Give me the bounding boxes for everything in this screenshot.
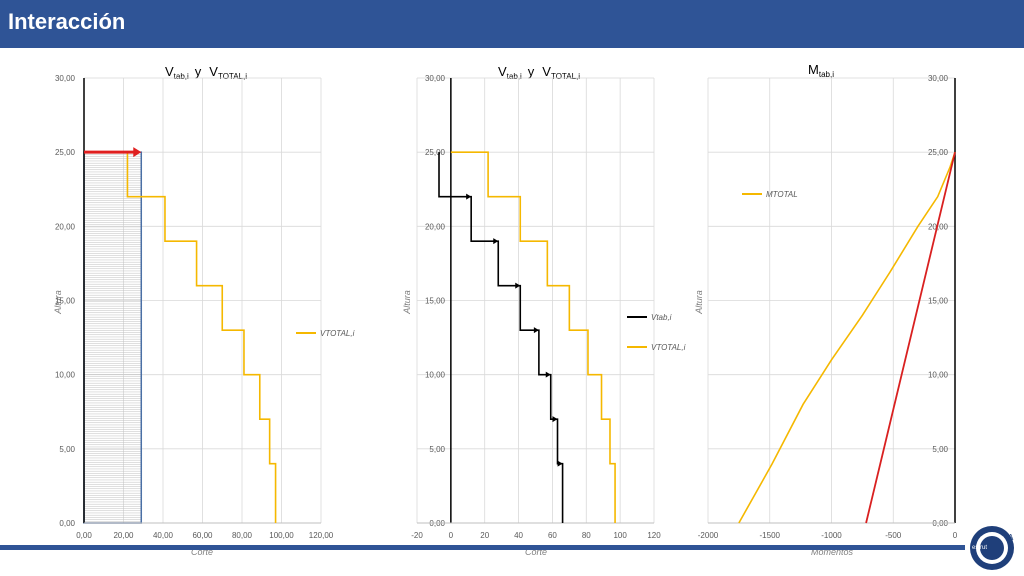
logo-text: estrut (972, 545, 987, 551)
series-line (438, 152, 564, 523)
x-tick-label: 100,00 (269, 531, 294, 540)
y-tick-label: 15,00 (55, 297, 76, 306)
y-axis-label: Altura (694, 290, 704, 315)
block-outline (83, 151, 143, 524)
title-v1: V (165, 64, 174, 79)
series-line (450, 151, 616, 523)
step-arrowhead (515, 282, 521, 289)
y-tick-label: 5,00 (932, 445, 948, 454)
chart-title: Vtab,i y VTOTAL,i (498, 64, 580, 81)
x-tick-label: -1000 (821, 531, 842, 540)
y-tick-label: 10,00 (425, 371, 446, 380)
x-tick-label: -1500 (760, 531, 781, 540)
title-sub1: tab,i (819, 70, 834, 79)
y-tick-label: 20,00 (928, 222, 949, 231)
y-tick-label: 25,00 (55, 148, 76, 157)
company-logo: estrut A (970, 526, 1014, 570)
series-line (865, 151, 956, 524)
x-tick-label: 80 (582, 531, 591, 540)
x-axis-label: Corte (191, 547, 213, 557)
x-tick-label: 40,00 (153, 531, 174, 540)
x-tick-label: 0,00 (76, 531, 92, 540)
y-tick-label: 30,00 (425, 74, 446, 83)
title-v2: V (542, 64, 551, 79)
y-tick-label: 0,00 (59, 519, 75, 528)
legend-label: VTOTAL,i (651, 343, 686, 352)
y-tick-label: 10,00 (928, 371, 949, 380)
x-tick-label: -2000 (698, 531, 719, 540)
hatched-block (83, 151, 143, 524)
x-tick-label: 40 (514, 531, 523, 540)
footer-bar (0, 545, 965, 550)
chart-vtab-vtotal: Vtab,i y VTOTAL,i Altura Corte -20 0 20 40 60 8… (402, 64, 686, 557)
x-tick-label: 60,00 (192, 531, 213, 540)
x-tick-label: 80,00 (232, 531, 253, 540)
legend-label: Vtab,i (651, 313, 672, 322)
y-tick-label: 5,00 (59, 445, 75, 454)
y-axis-label: Altura (402, 290, 412, 315)
x-tick-label: 20 (480, 531, 489, 540)
step-arrowhead (493, 238, 499, 245)
y-tick-label: 15,00 (425, 297, 446, 306)
legend-label: VTOTAL,i (320, 329, 355, 338)
step-arrowhead (557, 460, 563, 467)
title-sub2: TOTAL,i (551, 72, 580, 81)
title-y: y (195, 64, 202, 79)
x-tick-label: 60 (548, 531, 557, 540)
chart-vtotal: Vtab,i y VTOTAL,i Altura Corte 0,00 20,00 40… (53, 64, 355, 557)
title-v1: V (498, 64, 507, 79)
title-v2: V (209, 64, 218, 79)
title-y: y (528, 64, 535, 79)
x-axis-label: Corte (525, 547, 547, 557)
y-tick-label: 10,00 (55, 371, 76, 380)
x-tick-label: 20,00 (113, 531, 134, 540)
y-tick-label: 20,00 (55, 222, 76, 231)
title-m: M (808, 62, 819, 77)
step-arrowhead (552, 416, 558, 423)
x-tick-label: 100 (613, 531, 627, 540)
step-arrowhead (533, 327, 539, 334)
title-sub1: tab,i (507, 72, 522, 81)
x-tick-label: 0 (953, 531, 958, 540)
x-tick-label: -500 (885, 531, 902, 540)
x-tick-label: 120,00 (309, 531, 334, 540)
chart-mtab: Mtab,i Altura Momentos -2000 -1500 -1000 -5… (694, 62, 958, 557)
y-axis-label: Altura (53, 290, 63, 315)
step-arrowhead (545, 371, 551, 378)
y-tick-label: 25,00 (425, 148, 446, 157)
chart-title: Vtab,i y VTOTAL,i (165, 64, 247, 81)
chart-title: Mtab,i (808, 62, 834, 79)
series-line (738, 151, 956, 524)
header-bar: Interacción (0, 0, 1024, 48)
title-sub1: tab,i (174, 72, 189, 81)
x-axis-label: Momentos (811, 547, 854, 557)
y-tick-label: 25,00 (928, 148, 949, 157)
title-sub2: TOTAL,i (218, 72, 247, 81)
legend-label: MTOTAL (766, 190, 798, 199)
y-tick-label: 15,00 (928, 297, 949, 306)
y-tick-label: 5,00 (429, 445, 445, 454)
y-tick-label: 30,00 (928, 74, 949, 83)
x-tick-label: 0 (449, 531, 454, 540)
series-line (84, 151, 277, 523)
page-title: Interacción (8, 9, 126, 34)
x-tick-label: -20 (411, 531, 423, 540)
y-tick-label: 30,00 (55, 74, 76, 83)
x-tick-label: 120 (647, 531, 661, 540)
svg-text:A: A (1008, 533, 1014, 542)
load-arrowhead (133, 147, 142, 158)
y-tick-label: 20,00 (425, 222, 446, 231)
step-arrowhead (466, 193, 472, 200)
